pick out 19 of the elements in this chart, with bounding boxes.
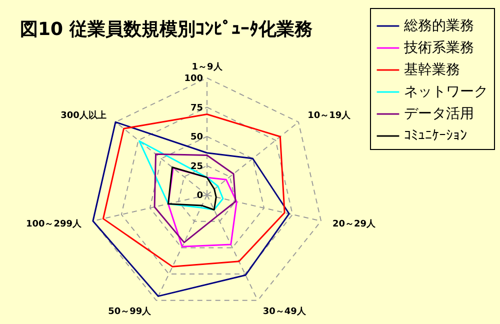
text: 図10 従業員数規模別ｺﾝﾋﾟｭｰﾀ化業務 [20, 19, 312, 40]
legend-label: ネットワーク [404, 84, 488, 100]
spoke-label: 300人以上 [60, 110, 106, 121]
spoke-label: 30～49人 [262, 306, 307, 317]
y-tick-label: 75 [190, 103, 203, 114]
spoke-label: 100～299人 [26, 218, 83, 230]
legend-label: 技術系業務 [403, 40, 474, 56]
legend-label: 基幹業務 [404, 62, 460, 78]
spoke-label: 1～9人 [192, 61, 224, 72]
y-tick-label: 100 [184, 74, 203, 84]
spoke-label: 10～19人 [308, 110, 352, 121]
legend-label: ｺﾐｭﾆｹｰｼｮﾝ [404, 128, 467, 144]
y-tick-label: 0 [196, 191, 203, 201]
spoke-label: 20～29人 [332, 218, 377, 230]
legend-label: データ活用 [404, 106, 474, 122]
spoke-label: 50～99人 [108, 306, 152, 317]
y-tick-label: 25 [190, 162, 203, 172]
legend-label: 総務的業務 [403, 18, 474, 34]
y-tick-label: 50 [190, 132, 203, 142]
